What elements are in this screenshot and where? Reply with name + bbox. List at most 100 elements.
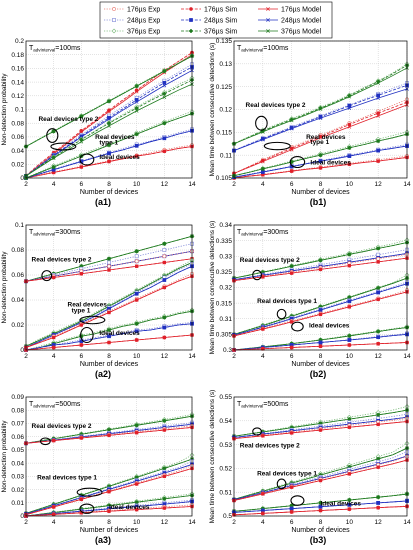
cross-stroke [79, 139, 84, 144]
data-point [134, 154, 139, 158]
data-point [162, 335, 167, 340]
cross-stroke [347, 154, 352, 158]
cross-stroke [266, 29, 270, 33]
data-point [376, 495, 381, 500]
cross-stroke [347, 146, 352, 150]
cross-stroke [376, 505, 381, 510]
cross-stroke [79, 497, 84, 502]
data-point [106, 120, 112, 126]
cross-stroke [79, 271, 84, 276]
data-point [134, 482, 139, 486]
y-tick-label: 0.52 [219, 466, 232, 473]
cross-stroke [134, 329, 139, 334]
cross-stroke [347, 305, 352, 309]
cross-stroke [289, 485, 294, 490]
data-point [107, 109, 111, 114]
y-tick-label: 0.5 [223, 513, 232, 520]
x-axis-label: Number of devices [80, 361, 139, 368]
y-tick-label: 0.02 [11, 487, 24, 494]
data-point [134, 105, 140, 111]
annotation-ellipse [79, 153, 95, 166]
annotation-label: Real devices type 2 [32, 256, 92, 263]
cross-stroke [376, 290, 381, 295]
chart-panels: 2 4 6 8 10 12 1400.020.040.060.080.10.120.140.… [1, 38, 411, 545]
y-tick-label: 0.12 [11, 93, 24, 100]
x-axis-label: Number of devices [291, 189, 350, 196]
cross-stroke [162, 95, 167, 100]
y-tick-label: 0.16 [11, 66, 24, 73]
annotation-label: type 1 [310, 139, 329, 146]
cross-stroke [79, 343, 84, 347]
y-tick-label: 0.1 [15, 222, 24, 229]
data-point [347, 94, 352, 99]
annotation-label: Ideal devices [109, 504, 150, 511]
data-point [134, 89, 139, 94]
data-point [347, 343, 352, 347]
cross-stroke [347, 299, 352, 304]
legend-marker [111, 28, 117, 34]
x-tick-label: 8 [107, 353, 111, 360]
data-point [107, 433, 111, 438]
cross-stroke [318, 135, 323, 140]
series-176 [232, 288, 409, 338]
y-tick-label: 0.01 [11, 500, 24, 507]
data-point [347, 502, 352, 507]
y-tick-label: 0.08 [11, 247, 24, 254]
x-tick-label: 6 [290, 353, 294, 360]
annotation-label: Ideal devices [310, 159, 351, 166]
cross-stroke [318, 107, 323, 111]
annotation-ellipse [263, 141, 291, 151]
legend-item: 376µs Model [258, 29, 322, 36]
cross-stroke [376, 413, 381, 417]
data-point [162, 428, 167, 432]
data-point [347, 263, 352, 268]
data-point [289, 271, 294, 275]
data-point [347, 425, 352, 430]
plot-frame [233, 40, 408, 179]
x-tick-label: 12 [161, 181, 169, 188]
x-tick-label: 8 [107, 181, 111, 188]
cross-stroke [266, 7, 270, 11]
plot-frame [233, 396, 408, 517]
cross-stroke [134, 423, 139, 428]
data-point [79, 497, 84, 502]
legend-frame [99, 1, 333, 39]
data-point [289, 147, 294, 152]
data-point [376, 93, 381, 98]
cross-stroke [376, 81, 381, 85]
chart-a2: 2 4 6 8 10 12 14 0 0.02 0.04 0.06 0.08 0.1 TadvInterv… [1, 222, 196, 379]
annotation-label: type 1 [72, 308, 91, 315]
cross-stroke [162, 285, 167, 290]
cross-stroke [162, 136, 167, 141]
y-tick-label: 0.31 [219, 316, 232, 323]
data-point [289, 431, 294, 435]
data-point [318, 501, 323, 505]
cross-stroke [51, 505, 56, 509]
data-point [376, 335, 381, 340]
cross-stroke [134, 264, 139, 269]
cross-stroke [318, 159, 323, 163]
series-176 [232, 504, 409, 517]
data-point [134, 291, 139, 296]
x-tick-label: 12 [375, 181, 383, 188]
data-point [347, 498, 352, 502]
data-point [51, 156, 56, 160]
cross-stroke [347, 106, 352, 110]
data-point [347, 122, 352, 127]
cross-stroke [318, 267, 323, 272]
data-point [134, 259, 139, 264]
cross-stroke [79, 165, 84, 169]
data-point [347, 125, 352, 129]
data-point [161, 91, 167, 97]
interval-bg [27, 398, 79, 409]
data-point [318, 135, 323, 140]
data-point [51, 167, 56, 172]
cross-stroke [318, 166, 323, 170]
annotation-ellipse [41, 270, 53, 282]
cross-stroke [162, 69, 167, 73]
data-point [347, 507, 352, 511]
data-point [134, 338, 139, 342]
y-axis-label: Mean time between consecutive detections… [209, 221, 216, 355]
legend-marker [189, 18, 193, 22]
y-tick-label: 0.51 [219, 489, 232, 496]
